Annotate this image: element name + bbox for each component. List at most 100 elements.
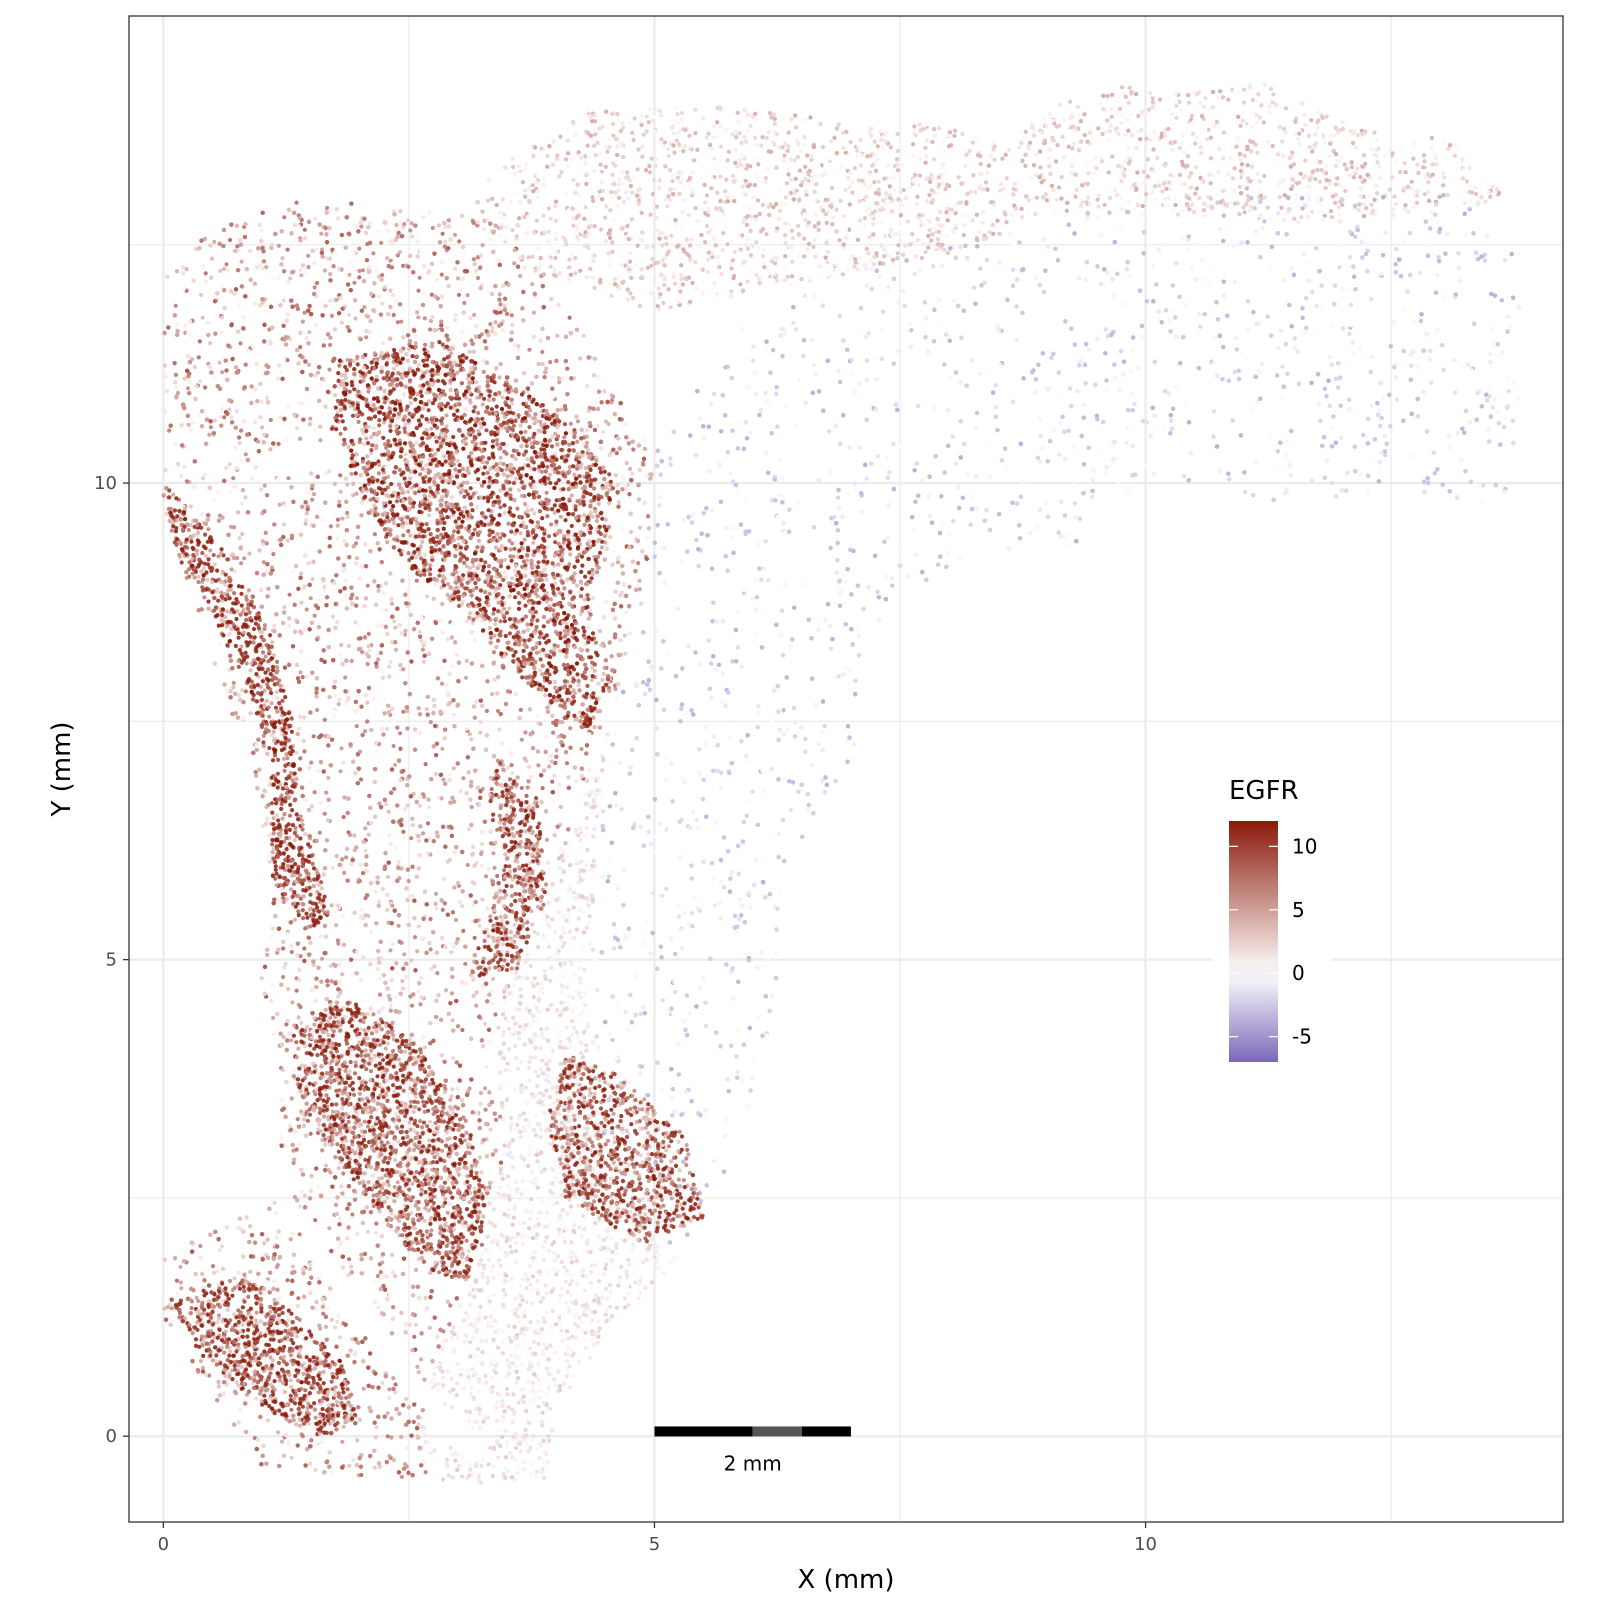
expression-point xyxy=(341,1171,345,1175)
expression-point xyxy=(237,1420,241,1424)
expression-point xyxy=(448,773,452,777)
expression-point xyxy=(338,473,342,477)
expression-point xyxy=(178,1265,182,1269)
expression-point xyxy=(385,608,389,612)
expression-point xyxy=(215,291,219,295)
expression-point xyxy=(437,223,441,227)
expression-point xyxy=(226,538,230,542)
expression-point xyxy=(304,518,308,522)
expression-point xyxy=(498,292,502,296)
expression-point xyxy=(299,571,303,575)
expression-point xyxy=(222,415,226,419)
expression-point xyxy=(549,522,553,526)
expression-point xyxy=(343,675,347,679)
expression-point xyxy=(525,785,529,789)
expression-point xyxy=(495,874,499,878)
expression-point xyxy=(221,1267,225,1271)
expression-point xyxy=(314,323,318,327)
expression-point xyxy=(636,561,640,565)
expression-point xyxy=(645,474,649,478)
expression-point xyxy=(429,427,433,431)
expression-point xyxy=(330,1318,334,1322)
expression-point xyxy=(303,228,307,232)
expression-point xyxy=(319,934,323,938)
expression-point xyxy=(210,257,214,261)
expression-point xyxy=(359,777,363,781)
expression-point xyxy=(270,548,274,552)
expression-point xyxy=(411,823,415,827)
expression-point xyxy=(415,1434,419,1438)
expression-point xyxy=(238,341,242,345)
expression-point xyxy=(345,511,349,515)
expression-point xyxy=(430,315,434,319)
expression-point xyxy=(212,240,216,244)
expression-point xyxy=(380,1381,384,1385)
expression-point xyxy=(402,1119,406,1123)
expression-point xyxy=(247,588,251,592)
expression-point xyxy=(387,1387,391,1391)
expression-point xyxy=(484,874,488,878)
expression-point xyxy=(286,476,290,480)
expression-point xyxy=(390,602,394,606)
expression-point xyxy=(264,531,268,535)
expression-point xyxy=(415,579,419,583)
expression-point xyxy=(483,1022,487,1026)
expression-point xyxy=(174,304,178,308)
expression-point xyxy=(577,590,581,594)
expression-point xyxy=(339,746,343,750)
expression-point xyxy=(467,616,471,620)
expression-point xyxy=(346,325,350,329)
expression-point xyxy=(231,476,235,480)
expression-point xyxy=(208,341,212,345)
expression-point xyxy=(510,313,514,317)
expression-point xyxy=(473,936,477,940)
expression-point xyxy=(218,361,222,365)
expression-point xyxy=(422,338,426,342)
expression-point xyxy=(410,1004,414,1008)
expression-point xyxy=(406,218,410,222)
expression-point xyxy=(297,1003,301,1007)
expression-point xyxy=(318,438,322,442)
expression-point xyxy=(164,375,168,379)
expression-point xyxy=(462,301,466,305)
expression-point xyxy=(310,804,314,808)
expression-point xyxy=(389,1009,393,1013)
expression-point xyxy=(532,511,536,515)
expression-point xyxy=(472,257,476,261)
expression-point xyxy=(478,730,482,734)
expression-point xyxy=(343,1069,347,1073)
expression-point xyxy=(355,556,359,560)
expression-point xyxy=(391,942,395,946)
expression-point xyxy=(337,962,341,966)
expression-point xyxy=(415,310,419,314)
expression-point xyxy=(303,832,307,836)
expression-point xyxy=(310,577,314,581)
expression-point xyxy=(488,322,492,326)
expression-point xyxy=(309,761,313,765)
expression-point xyxy=(428,836,432,840)
expression-point xyxy=(356,536,360,540)
expression-point xyxy=(421,1035,425,1039)
expression-point xyxy=(258,382,262,386)
expression-point xyxy=(301,320,305,324)
expression-point xyxy=(425,594,429,598)
expression-point xyxy=(268,447,272,451)
expression-point xyxy=(596,374,600,378)
expression-point xyxy=(239,429,243,433)
expression-point xyxy=(354,1351,358,1355)
expression-point xyxy=(307,363,311,367)
expression-point xyxy=(309,596,313,600)
expression-point xyxy=(404,1322,408,1326)
expression-point xyxy=(348,833,352,837)
expression-point xyxy=(557,380,561,384)
expression-point xyxy=(615,697,619,701)
expression-point xyxy=(295,953,299,957)
expression-point xyxy=(384,581,388,585)
expression-point xyxy=(500,741,504,745)
expression-point xyxy=(359,225,363,229)
expression-point xyxy=(320,1148,324,1152)
expression-point xyxy=(383,697,387,701)
expression-point xyxy=(218,1248,222,1252)
expression-point xyxy=(400,1475,404,1479)
expression-point xyxy=(232,681,236,685)
